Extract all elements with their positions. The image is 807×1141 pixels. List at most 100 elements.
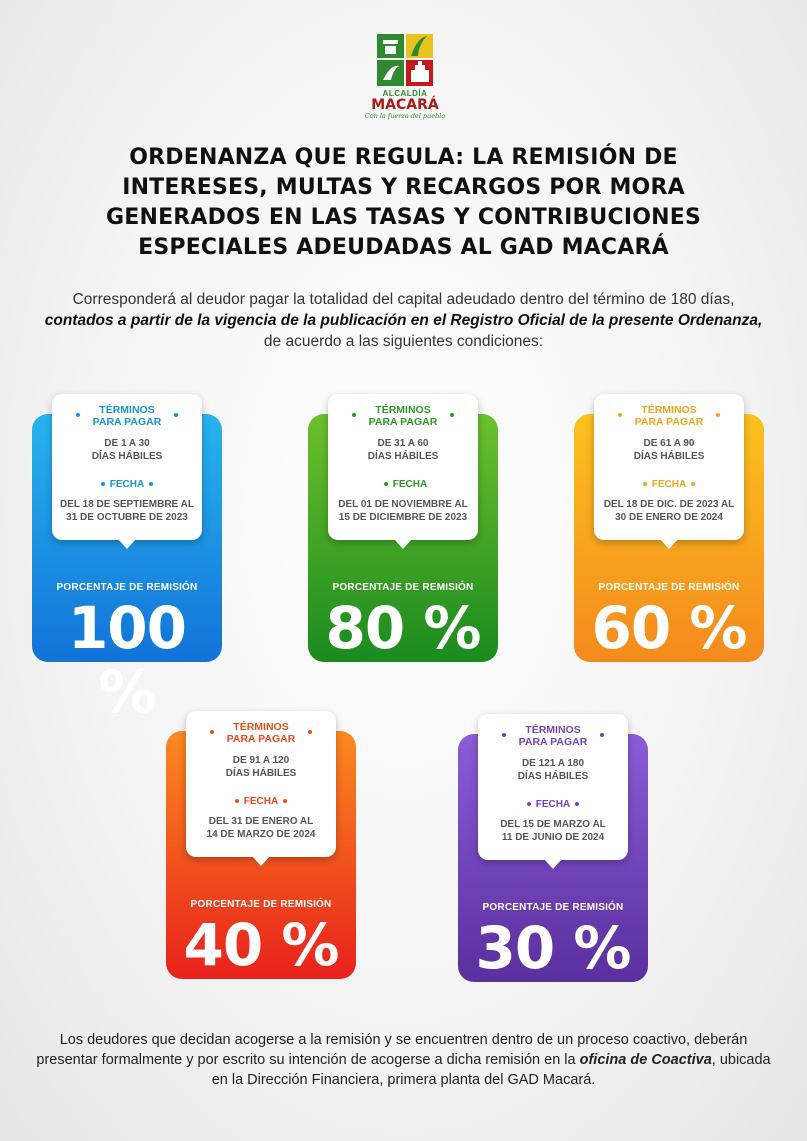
date-label-text: FECHA xyxy=(651,479,687,490)
days-range: DE 91 A 120 DÍAS HÁBILES xyxy=(186,754,336,780)
days-range-line-1: DE 31 A 60 xyxy=(377,438,429,449)
terms-label-line-1: TÉRMINOS xyxy=(99,404,155,416)
days-range-line-2: DÍAS HÁBILES xyxy=(517,771,589,782)
percentage-value: 80 % xyxy=(325,594,481,662)
terms-label-line-2: PARA PAGAR xyxy=(226,733,296,745)
date-range: DEL 15 DE MARZO AL 11 DE JUNIO DE 2024 xyxy=(478,818,628,844)
days-range: DE 1 A 30 DÍAS HÁBILES xyxy=(52,437,202,463)
intro-text-1: Corresponderá al deudor pagar la totalid… xyxy=(72,291,735,308)
remission-card-40: TÉRMINOS PARA PAGAR DE 91 A 120 DÍAS HÁB… xyxy=(166,711,356,979)
terms-label-line-1: TÉRMINOS xyxy=(525,724,581,736)
card-info-box: TÉRMINOS PARA PAGAR DE 1 A 30 DÍAS HÁBIL… xyxy=(52,394,202,549)
bullet-dot-icon xyxy=(502,733,506,737)
terms-label: TÉRMINOS PARA PAGAR xyxy=(186,721,336,745)
percentage-value: 60 % xyxy=(591,594,747,662)
date-label: FECHA xyxy=(52,479,202,490)
intro-text-2: de acuerdo a las siguientes condiciones: xyxy=(263,333,544,350)
bullet-dot-icon xyxy=(716,413,720,417)
remission-card-60: TÉRMINOS PARA PAGAR DE 61 A 90 DÍAS HÁBI… xyxy=(574,394,764,662)
date-range-line-1: DEL 31 DE ENERO AL xyxy=(208,816,314,827)
days-range: DE 31 A 60 DÍAS HÁBILES xyxy=(328,437,478,463)
bullet-dot-icon xyxy=(100,482,105,487)
terms-label-line-1: TÉRMINOS xyxy=(641,404,697,416)
card-info-box: TÉRMINOS PARA PAGAR DE 121 A 180 DÍAS HÁ… xyxy=(478,714,628,869)
terms-label-line-1: TÉRMINOS xyxy=(233,721,289,733)
page-title: ORDENANZA QUE REGULA: LA REMISIÓN DE INT… xyxy=(105,145,702,260)
percentage-label: PORCENTAJE DE REMISIÓN xyxy=(482,902,624,913)
date-range-line-1: DEL 15 DE MARZO AL xyxy=(500,819,606,830)
terms-label-line-2: PARA PAGAR xyxy=(518,736,588,748)
date-label: FECHA xyxy=(328,479,478,490)
logo-slogan: Con la fuerza del pueblo xyxy=(364,112,446,120)
percentage-label: PORCENTAJE DE REMISIÓN xyxy=(190,899,332,910)
remission-card-30: TÉRMINOS PARA PAGAR DE 121 A 180 DÍAS HÁ… xyxy=(458,714,648,982)
intro-emphasis: contados a partir de la vigencia de la p… xyxy=(44,312,763,329)
date-range: DEL 18 DE SEPTIEMBRE AL 31 DE OCTUBRE DE… xyxy=(52,498,202,524)
terms-label: TÉRMINOS PARA PAGAR xyxy=(594,404,744,428)
bullet-dot-icon xyxy=(618,413,622,417)
date-range: DEL 01 DE NOVIEMBRE AL 15 DE DICIEMBRE D… xyxy=(328,498,478,524)
footer-paragraph: Los deudores que decidan acogerse a la r… xyxy=(30,1030,777,1090)
alcaldia-logo: ALCALDÍA MACARÁ Con la fuerza del pueblo xyxy=(360,32,450,124)
terms-label: TÉRMINOS PARA PAGAR xyxy=(328,404,478,428)
terms-label: TÉRMINOS PARA PAGAR xyxy=(478,724,628,748)
date-range-line-2: 11 DE JUNIO DE 2024 xyxy=(501,832,605,843)
bullet-dot-icon xyxy=(526,802,531,807)
logo-line-macara: MACARÁ xyxy=(371,97,439,113)
bullet-dot-icon xyxy=(76,413,80,417)
days-range-line-1: DE 61 A 90 xyxy=(643,438,695,449)
bullet-dot-icon xyxy=(283,799,288,804)
alcaldia-macara-emblem-icon xyxy=(377,34,433,86)
bullet-dot-icon xyxy=(174,413,178,417)
date-range-line-2: 30 DE ENERO DE 2024 xyxy=(615,512,723,523)
bullet-dot-icon xyxy=(352,413,356,417)
footer-text-1: Los deudores que decidan acogerse a la r… xyxy=(36,1032,748,1068)
date-range: DEL 18 DE DIC. DE 2023 AL 30 DE ENERO DE… xyxy=(594,498,744,524)
bullet-dot-icon xyxy=(149,482,154,487)
days-range-line-1: DE 121 A 180 xyxy=(521,758,585,769)
date-label-text: FECHA xyxy=(243,796,279,807)
days-range-line-2: DÍAS HÁBILES xyxy=(91,451,163,462)
date-range-line-1: DEL 01 DE NOVIEMBRE AL xyxy=(338,499,468,510)
date-range-line-1: DEL 18 DE DIC. DE 2023 AL xyxy=(603,499,735,510)
bullet-dot-icon xyxy=(575,802,580,807)
date-label: FECHA xyxy=(478,799,628,810)
days-range-line-1: DE 91 A 120 xyxy=(232,755,290,766)
terms-label-line-2: PARA PAGAR xyxy=(368,416,438,428)
bullet-dot-icon xyxy=(450,413,454,417)
terms-label-line-2: PARA PAGAR xyxy=(634,416,704,428)
percentage-label: PORCENTAJE DE REMISIÓN xyxy=(332,582,474,593)
days-range-line-2: DÍAS HÁBILES xyxy=(367,451,439,462)
date-label-text: FECHA xyxy=(392,479,428,490)
footer-emphasis: oficina de Coactiva xyxy=(579,1052,712,1068)
terms-label-line-1: TÉRMINOS xyxy=(375,404,431,416)
remission-card-80: TÉRMINOS PARA PAGAR DE 31 A 60 DÍAS HÁBI… xyxy=(308,394,498,662)
percentage-value: 40 % xyxy=(183,911,339,979)
date-label-text: FECHA xyxy=(109,479,145,490)
card-info-box: TÉRMINOS PARA PAGAR DE 61 A 90 DÍAS HÁBI… xyxy=(594,394,744,549)
percentage-value: 30 % xyxy=(475,914,631,982)
logo-line-alcaldia: ALCALDÍA xyxy=(382,89,428,98)
bullet-dot-icon xyxy=(642,482,647,487)
percentage-label: PORCENTAJE DE REMISIÓN xyxy=(56,582,198,593)
date-label: FECHA xyxy=(594,479,744,490)
bullet-dot-icon xyxy=(600,733,604,737)
remission-card-100: TÉRMINOS PARA PAGAR DE 1 A 30 DÍAS HÁBIL… xyxy=(32,394,222,724)
bullet-dot-icon xyxy=(383,482,388,487)
intro-paragraph: Corresponderá al deudor pagar la totalid… xyxy=(40,289,767,352)
date-range-line-1: DEL 18 DE SEPTIEMBRE AL xyxy=(60,499,194,510)
bullet-dot-icon xyxy=(210,730,214,734)
date-label-text: FECHA xyxy=(535,799,571,810)
date-label: FECHA xyxy=(186,796,336,807)
date-range-line-2: 15 DE DICIEMBRE DE 2023 xyxy=(338,512,468,523)
percentage-label: PORCENTAJE DE REMISIÓN xyxy=(598,582,740,593)
terms-label-line-2: PARA PAGAR xyxy=(92,416,162,428)
date-range-line-2: 14 DE MARZO DE 2024 xyxy=(206,829,316,840)
bullet-dot-icon xyxy=(308,730,312,734)
days-range: DE 121 A 180 DÍAS HÁBILES xyxy=(478,757,628,783)
days-range-line-2: DÍAS HÁBILES xyxy=(633,451,705,462)
days-range-line-2: DÍAS HÁBILES xyxy=(225,768,297,779)
date-range: DEL 31 DE ENERO AL 14 DE MARZO DE 2024 xyxy=(186,815,336,841)
date-range-line-2: 31 DE OCTUBRE DE 2023 xyxy=(66,512,188,523)
days-range-line-1: DE 1 A 30 xyxy=(104,438,150,449)
